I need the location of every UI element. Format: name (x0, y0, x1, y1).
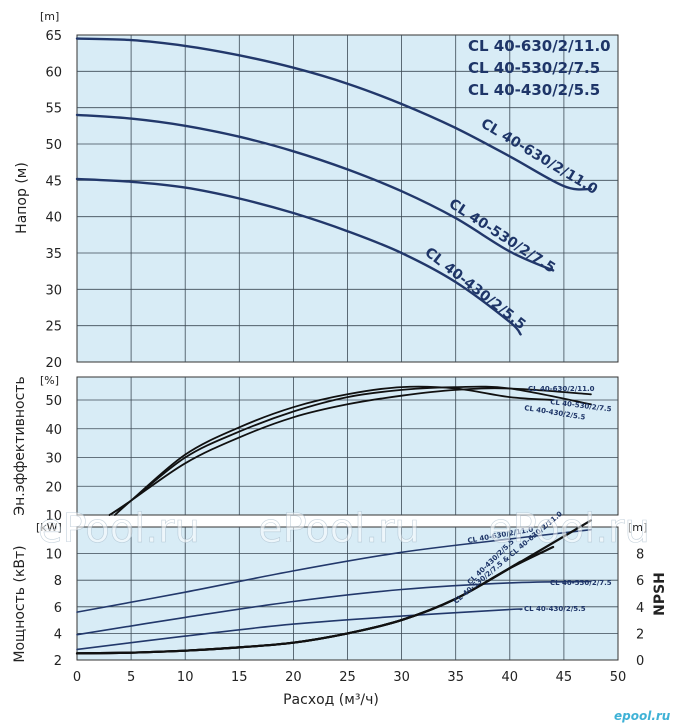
efficiency-axis-label: Эн.эффективность (12, 376, 28, 515)
npsh-y-tick: 6 (636, 574, 644, 589)
x-tick: 0 (73, 670, 81, 685)
watermark-2: ePool.ru (258, 506, 420, 552)
head-y-tick: 40 (45, 211, 62, 226)
head-y-tick: 35 (45, 247, 62, 262)
npsh-curve-3 (75, 560, 522, 655)
head-y-tick: 50 (45, 138, 62, 153)
efficiency-y-tick: 40 (45, 423, 62, 438)
efficiency-curve-3 (114, 385, 554, 516)
head-axis-label: Напор (м) (14, 162, 30, 234)
head-y-tick: 45 (45, 174, 62, 189)
x-tick: 35 (447, 670, 464, 685)
x-tick: 10 (177, 670, 194, 685)
power-y-tick: 6 (54, 601, 62, 616)
head-curve-2 (75, 113, 555, 272)
x-tick: 20 (285, 670, 302, 685)
efficiency-y-tick: 20 (45, 480, 62, 495)
x-tick: 5 (127, 670, 135, 685)
head-y-tick: 55 (45, 102, 62, 117)
power-unit: [kW] (36, 521, 62, 534)
x-tick: 50 (610, 670, 627, 685)
npsh-y-tick: 8 (636, 548, 644, 563)
power-label-430: CL 40-430/2/5.5 (524, 605, 586, 613)
legend-model-3: CL 40-430/2/5.5 (468, 81, 600, 99)
head-y-tick: 65 (45, 29, 62, 44)
npsh-y-tick: 0 (636, 654, 644, 669)
x-tick: 45 (556, 670, 573, 685)
head-y-tick: 20 (45, 356, 62, 371)
power-curve-3 (76, 608, 523, 651)
grid-lines (77, 35, 618, 660)
head-y-tick: 30 (45, 283, 62, 298)
npsh-y-tick: 2 (636, 627, 644, 642)
legend-model-2: CL 40-530/2/7.5 (468, 59, 600, 77)
brand-mark: epool.ru (614, 709, 671, 723)
npsh-unit: [m] (628, 521, 647, 534)
watermark-1: ePool.ru (38, 506, 200, 552)
tick-labels: 2025303540455055606510203040502468100246… (45, 29, 644, 685)
efficiency-unit: [%] (40, 374, 59, 387)
power-label-530: CL 40-530/2/7.5 (550, 579, 612, 587)
power-axis-label: Мощность (кВт) (12, 545, 28, 662)
head-unit: [m] (40, 10, 59, 23)
head-y-tick: 25 (45, 320, 62, 335)
efficiency-curve-2 (108, 385, 592, 516)
watermark-3: ePool.ru (488, 506, 650, 552)
x-axis-label: Расход (м³/ч) (283, 692, 379, 708)
power-y-tick: 2 (54, 654, 62, 669)
power-y-tick: 10 (45, 548, 62, 563)
eff-label-630: CL 40-630/2/11.0 (528, 385, 595, 393)
power-curve-1 (76, 528, 592, 613)
x-tick: 15 (231, 670, 248, 685)
head-curve-3 (75, 177, 522, 336)
head-curve-1 (75, 37, 593, 191)
curves (75, 37, 593, 655)
head-y-tick: 60 (45, 65, 62, 80)
x-tick: 25 (339, 670, 356, 685)
npsh-y-tick: 4 (636, 601, 644, 616)
x-tick: 40 (502, 670, 519, 685)
efficiency-y-tick: 30 (45, 452, 62, 467)
npsh-axis-label: NPSH (652, 572, 668, 616)
power-curve-2 (76, 580, 592, 636)
power-y-tick: 8 (54, 574, 62, 589)
power-y-tick: 4 (54, 627, 62, 642)
efficiency-curve-1 (108, 387, 592, 516)
x-tick: 30 (393, 670, 410, 685)
legend-model-1: CL 40-630/2/11.0 (468, 37, 611, 55)
efficiency-y-tick: 10 (45, 509, 62, 524)
efficiency-y-tick: 50 (45, 394, 62, 409)
